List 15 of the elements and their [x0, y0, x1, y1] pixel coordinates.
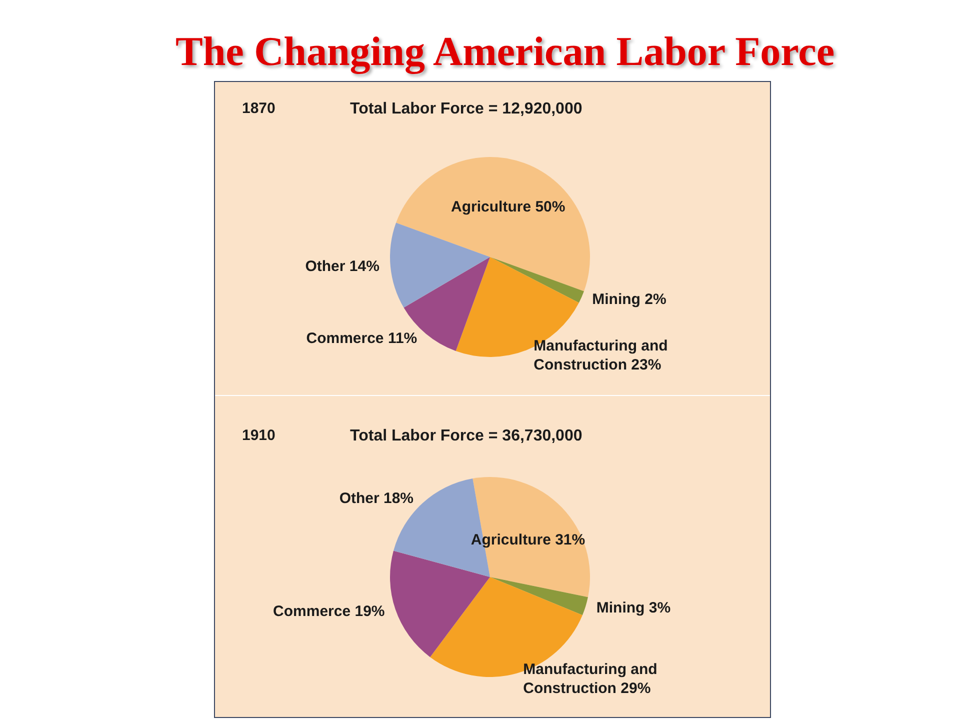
- text: The Changing American Labor Force: [174, 28, 836, 74]
- slice-label: Commerce 11%: [306, 330, 418, 347]
- chart-subtitle: Total Labor Force = 36,730,000: [350, 428, 582, 444]
- slice-label: Agriculture 31%: [470, 532, 586, 549]
- slice-label: Agriculture 50%: [451, 198, 566, 216]
- slice-label: Manufacturing and Construction 23%: [534, 338, 672, 374]
- slice-label: Manufacturing and Construction 29%: [523, 661, 662, 698]
- slice-label: Other 14%: [305, 258, 380, 276]
- slice-label: Mining 2%: [592, 290, 666, 308]
- chart-subtitle: Total Labor Force = 12,920,000: [350, 100, 582, 118]
- slice-label: Commerce 19%: [273, 603, 385, 620]
- chart-title: 1910: [242, 427, 276, 444]
- slice-label: Other 18%: [339, 490, 414, 508]
- chart-title: 1870: [242, 100, 276, 117]
- slice-label: Mining 3%: [596, 599, 671, 616]
